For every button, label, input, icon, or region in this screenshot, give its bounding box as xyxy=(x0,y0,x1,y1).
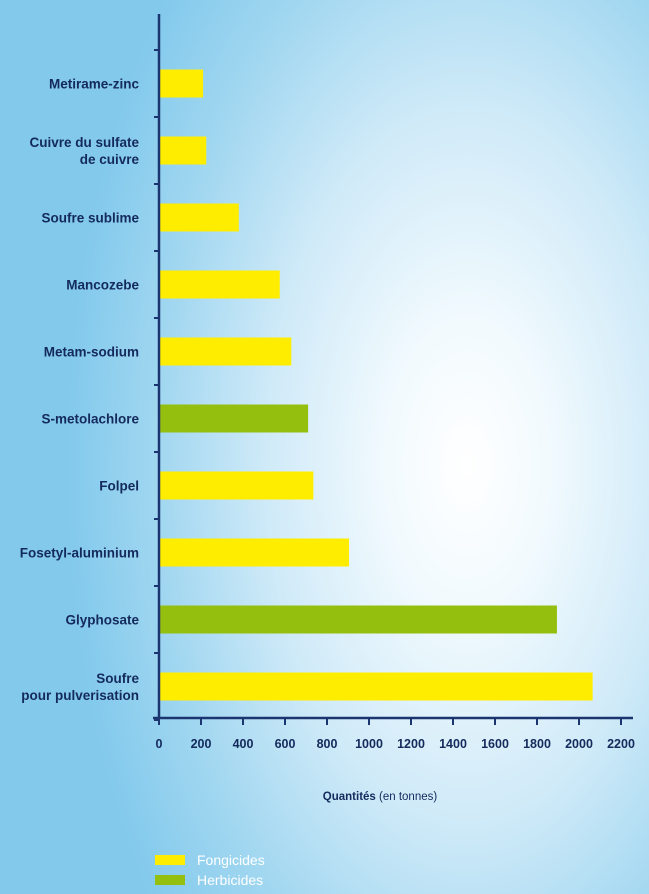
x-tick-label-400: 400 xyxy=(233,737,254,751)
x-axis-label-unit: (en tonnes) xyxy=(376,791,438,803)
category-label-s-metolachlore: S-metolachlore xyxy=(41,412,139,427)
x-tick-label-600: 600 xyxy=(275,737,296,751)
x-tick-label-1800: 1800 xyxy=(523,737,551,751)
x-tick-label-1000: 1000 xyxy=(355,737,383,751)
bar-mancozebe xyxy=(159,270,280,299)
category-label-cuivre-du-sulfate-de-cuivre: Cuivre du sulfate de cuivre xyxy=(29,135,139,167)
category-label-mancozebe: Mancozebe xyxy=(66,278,139,293)
x-tick-label-200: 200 xyxy=(191,737,212,751)
bars-group xyxy=(159,69,593,701)
category-label-folpel: Folpel xyxy=(99,479,139,494)
x-tick-label-1600: 1600 xyxy=(481,737,509,751)
x-tick-label-2000: 2000 xyxy=(565,737,593,751)
bar-folpel xyxy=(159,471,314,500)
legend-label-herbicides: Herbicides xyxy=(197,872,264,888)
category-label-soufre-sublime: Soufre sublime xyxy=(41,211,139,226)
legend: Fongicides Herbicides xyxy=(155,850,265,890)
x-tick-labels-group: 0 200 400 600 800 1000 1200 1400 1600 1800 2000 220… xyxy=(156,737,635,751)
bar-glyphosate xyxy=(159,605,557,634)
legend-swatch-herbicides xyxy=(155,875,185,885)
x-axis-label-bold: Quantités xyxy=(323,791,376,803)
category-label-glyphosate: Glyphosate xyxy=(65,613,139,628)
category-label-metam-sodium: Metam-sodium xyxy=(44,345,139,360)
category-label-metirame-zinc: Metirame-zinc xyxy=(49,77,140,92)
category-label-soufre-pour-pulverisation: Soufre pour pulverisation xyxy=(21,671,139,703)
legend-swatch-fongicides xyxy=(155,855,185,865)
x-tick-label-2200: 2200 xyxy=(607,737,635,751)
bar-metirame-zinc xyxy=(159,69,204,98)
x-axis-label: Quantités (en tonnes) xyxy=(323,791,438,803)
bar-chart: Metirame-zinc Cuivre du sulfate de cuivre S… xyxy=(20,14,635,803)
bar-fosetyl-aluminium xyxy=(159,538,350,567)
x-tick-label-1200: 1200 xyxy=(397,737,425,751)
bar-s-metolachlore xyxy=(159,404,309,433)
bar-soufre-sublime xyxy=(159,203,239,232)
x-tick-label-800: 800 xyxy=(317,737,338,751)
legend-item-fongicides: Fongicides xyxy=(155,850,265,870)
legend-item-herbicides: Herbicides xyxy=(155,870,265,890)
category-labels-group: Metirame-zinc Cuivre du sulfate de cuivre S… xyxy=(20,77,140,704)
axes-group xyxy=(153,14,633,725)
x-tick-label-0: 0 xyxy=(156,737,163,751)
legend-label-fongicides: Fongicides xyxy=(197,852,265,868)
bar-cuivre-du-sulfate-de-cuivre xyxy=(159,136,207,165)
category-label-fosetyl-aluminium: Fosetyl-aluminium xyxy=(20,546,139,561)
bar-metam-sodium xyxy=(159,337,292,366)
bar-soufre-pour-pulverisation xyxy=(159,672,593,701)
x-tick-label-1400: 1400 xyxy=(439,737,467,751)
